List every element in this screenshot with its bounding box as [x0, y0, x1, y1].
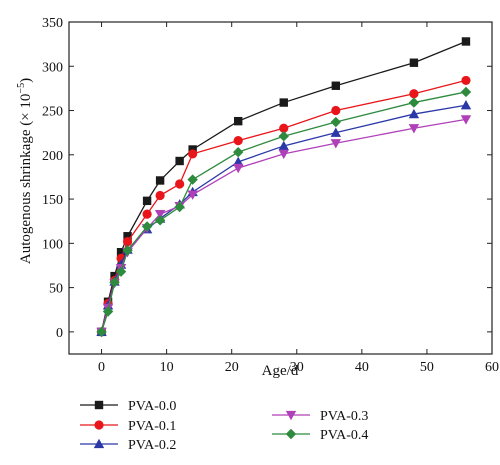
data-point [233, 136, 243, 146]
data-point [278, 131, 289, 142]
data-point [461, 75, 471, 86]
data-point [175, 156, 184, 166]
data-point [233, 156, 244, 167]
y-axis-label-exponent: −5 [16, 83, 27, 94]
data-point [142, 209, 152, 219]
legend-marker [94, 420, 104, 430]
data-point [330, 116, 342, 128]
x-tick-label: 0 [98, 360, 105, 375]
y-axis-label: Autogenous shrinkage (× 10−5) [16, 78, 34, 264]
data-point [233, 146, 244, 158]
y-tick-label: 0 [56, 326, 63, 341]
y-tick-label: 50 [49, 282, 63, 297]
x-axis-label: Age/d [262, 363, 299, 379]
legend-marker [94, 400, 104, 410]
data-point [408, 97, 420, 108]
data-point [115, 266, 127, 277]
legend-marker [285, 410, 297, 421]
legend-label: PVA-0.1 [128, 419, 176, 434]
data-point [278, 140, 289, 151]
data-point [141, 221, 153, 232]
legend-label: PVA-0.0 [128, 399, 176, 414]
data-point [102, 306, 114, 317]
series-pva-0.4 [96, 86, 472, 338]
data-point [175, 179, 185, 189]
data-point [460, 115, 472, 125]
data-point [155, 190, 165, 201]
data-point [408, 124, 420, 134]
data-point [461, 37, 471, 46]
y-tick-label: 250 [42, 105, 63, 120]
data-point [122, 236, 133, 247]
data-point [460, 86, 472, 98]
x-tick-label: 50 [420, 360, 434, 375]
data-point [331, 105, 341, 116]
data-point [233, 163, 244, 174]
x-tick-label: 40 [355, 360, 369, 375]
y-axis-label-main: Autogenous shrinkage (× 10 [18, 94, 34, 265]
data-point [331, 81, 341, 90]
legend-label: PVA-0.4 [320, 428, 368, 443]
data-point [460, 100, 472, 110]
y-tick-label: 100 [42, 237, 63, 252]
legend-item: PVA-0.4 [272, 428, 368, 443]
data-point [142, 196, 152, 206]
data-point [187, 190, 198, 200]
data-point [409, 89, 419, 99]
data-point [408, 108, 420, 119]
data-point [109, 277, 120, 288]
y-axis-label-close: ) [18, 78, 34, 83]
legend: PVA-0.0 PVA-0.1 PVA-0.2 PVA-0.3 PVA-0.4 [80, 399, 368, 453]
data-point [330, 139, 342, 149]
data-point [154, 209, 166, 220]
data-point [122, 245, 133, 256]
data-point [234, 116, 243, 126]
y-tick-label: 200 [42, 149, 63, 164]
series-line [100, 40, 467, 333]
data-point [96, 326, 107, 338]
data-point [174, 201, 185, 213]
axes: 0 50 100 150 200 250 300 350 0 10 20 30 40 50 60 [42, 16, 499, 375]
x-tick-label: 60 [485, 360, 499, 375]
legend-item: PVA-0.1 [80, 419, 176, 434]
data-point [330, 127, 342, 137]
data-point [187, 174, 198, 185]
series-pva-0.0 [97, 37, 471, 337]
data-point [279, 98, 288, 107]
data-point [154, 215, 166, 226]
data-point [116, 247, 126, 257]
data-point [188, 149, 198, 159]
plot-frame [68, 21, 493, 355]
legend-marker [93, 438, 105, 449]
legend-item: PVA-0.3 [272, 409, 368, 424]
data-point [123, 232, 132, 241]
x-tick-label: 20 [225, 360, 239, 375]
y-tick-label: 300 [42, 60, 63, 75]
x-tick-label: 10 [160, 360, 174, 375]
data-point [409, 58, 419, 67]
y-tick-label: 350 [42, 16, 63, 31]
series-layer [96, 37, 472, 338]
legend-item: PVA-0.0 [80, 399, 176, 414]
legend-label: PVA-0.2 [128, 438, 176, 453]
legend-label: PVA-0.3 [320, 409, 368, 424]
data-point [155, 176, 165, 185]
legend-item: PVA-0.2 [80, 438, 176, 453]
y-tick-label: 150 [42, 193, 63, 208]
data-point [278, 149, 289, 160]
legend-marker [285, 428, 297, 440]
data-point [279, 123, 289, 133]
x-tick-label: 30 [290, 360, 304, 375]
